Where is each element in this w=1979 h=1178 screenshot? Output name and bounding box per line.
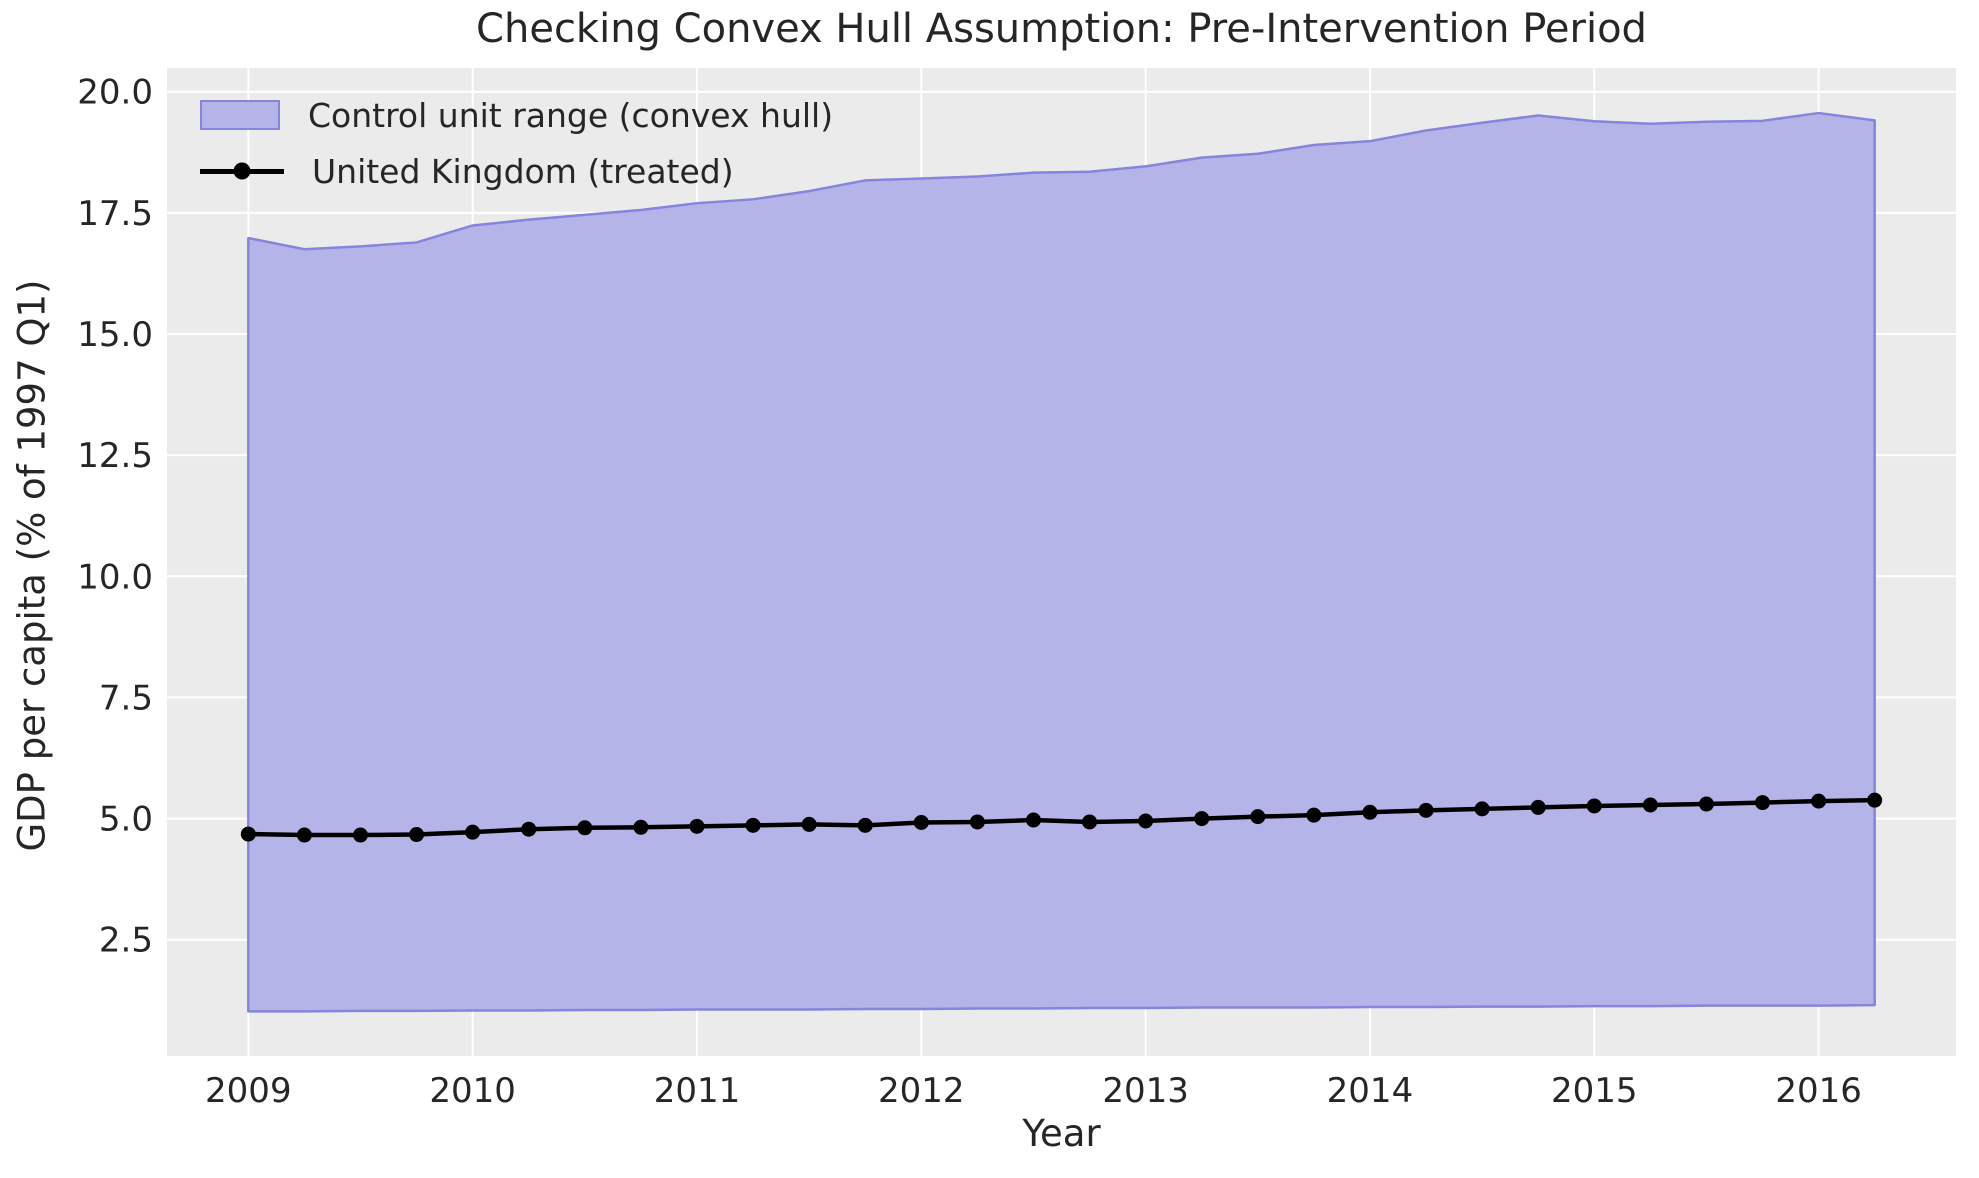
treated-line-marker [1586,798,1602,814]
y-tick-label: 15.0 [77,315,153,355]
treated-line-marker [465,824,481,840]
legend-item-line: United Kingdom (treated) [200,150,833,192]
treated-line-marker [296,827,312,843]
x-tick-label: 2016 [1775,1071,1862,1111]
legend: Control unit range (convex hull) United … [200,94,833,192]
y-tick-label: 5.0 [99,800,153,840]
treated-line-marker [1138,813,1154,829]
treated-line-marker [689,818,705,834]
treated-line-marker [1698,796,1714,812]
legend-band-label: Control unit range (convex hull) [308,95,834,135]
y-tick-label: 12.5 [77,436,153,476]
treated-line-marker [1867,792,1883,808]
treated-line-marker [913,814,929,830]
treated-line-marker [1530,799,1546,815]
treated-line-marker [633,819,649,835]
x-tick-label: 2013 [1102,1071,1189,1111]
treated-line-marker [1418,802,1434,818]
treated-line-marker [1025,812,1041,828]
treated-line-marker [1194,811,1210,827]
treated-line-marker [1811,793,1827,809]
treated-line-marker [1250,809,1266,825]
y-axis-label: GDP per capita (% of 1997 Q1) [10,279,54,852]
x-tick-label: 2009 [205,1071,292,1111]
x-axis-label: Year [1022,1112,1101,1155]
treated-line-marker [521,821,537,837]
treated-line-marker [1082,814,1098,830]
treated-line-marker [352,827,368,843]
y-tick-label: 20.0 [77,73,153,113]
line-marker-icon [200,162,284,180]
treated-line [246,797,1877,838]
treated-line-marker [1642,797,1658,813]
treated-line-marker [240,826,256,842]
y-tick-label: 2.5 [99,921,153,961]
treated-line-marker [1474,801,1490,817]
x-tick-label: 2010 [429,1071,516,1111]
treated-line-marker [745,817,761,833]
treated-line-marker [409,827,425,843]
chart-title: Checking Convex Hull Assumption: Pre-Int… [476,6,1647,52]
y-tick-label: 7.5 [99,678,153,718]
x-tick-label: 2011 [654,1071,741,1111]
x-tick-label: 2015 [1551,1071,1638,1111]
treated-line-marker [1362,804,1378,820]
treated-line-marker [1306,807,1322,823]
treated-line-marker [969,814,985,830]
legend-item-band: Control unit range (convex hull) [200,94,833,136]
treated-line-marker [1755,795,1771,811]
x-tick-label: 2014 [1327,1071,1414,1111]
y-tick-label: 10.0 [77,557,153,597]
y-tick-label: 17.5 [77,194,153,234]
treated-line-marker [801,816,817,832]
treated-line-marker [857,817,873,833]
treated-line-marker [577,820,593,836]
band-swatch-icon [200,100,280,130]
control-range-band [247,111,1876,1013]
x-tick-label: 2012 [878,1071,965,1111]
legend-line-label: United Kingdom (treated) [312,151,734,191]
